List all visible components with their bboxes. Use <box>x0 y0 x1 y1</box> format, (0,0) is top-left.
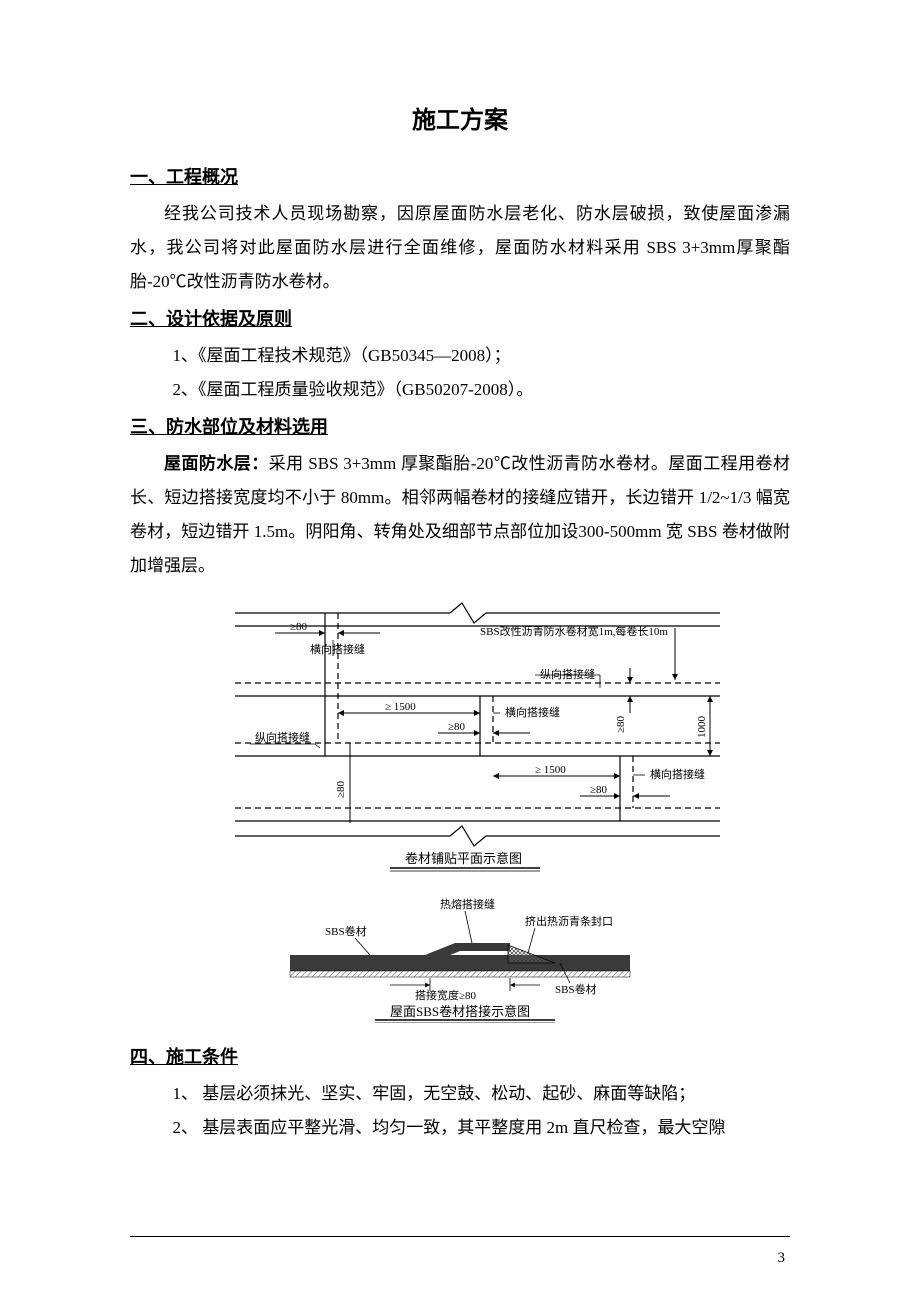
label-overlap-width: 搭接宽度≥80 <box>415 988 477 1002</box>
label-v-overlap-1: 纵向搭接缝 <box>540 667 595 681</box>
section-1-heading: 一、工程概况 <box>130 163 790 189</box>
label-h-overlap-1: 横向搭接缝 <box>310 642 365 656</box>
section-3-heading: 三、防水部位及材料选用 <box>130 413 790 439</box>
section-1-body: 经我公司技术人员现场勘察，因原屋面防水层老化、防水层破损，致使屋面渗漏水，我公司… <box>130 197 790 299</box>
section-4-heading: 四、施工条件 <box>130 1043 790 1069</box>
dim-ge1500-1: ≥ 1500 <box>385 701 416 713</box>
diagram-2-container: 热熔搭接缝 挤出热沥青条封口 SBS卷材 SBS卷材 搭接宽度≥80 屋面SBS… <box>130 893 790 1028</box>
overlap-diagram-svg: 热熔搭接缝 挤出热沥青条封口 SBS卷材 SBS卷材 搭接宽度≥80 屋面SBS… <box>260 893 660 1023</box>
section-4-item-2: 2、 基层表面应平整光滑、均匀一致，其平整度用 2m 直尺检查，最大空隙 <box>173 1111 791 1145</box>
label-h-overlap-2: 横向搭接缝 <box>505 705 560 719</box>
section-3-bold-prefix: 屋面防水层： <box>164 454 269 473</box>
diagram-1-caption: 卷材铺贴平面示意图 <box>405 851 522 866</box>
footer-rule <box>130 1236 790 1237</box>
dim-ge80-3: ≥80 <box>615 715 627 733</box>
label-extrude: 挤出热沥青条封口 <box>525 914 613 928</box>
label-sbs-left: SBS卷材 <box>325 924 367 938</box>
dim-1000: 1000 <box>696 716 708 739</box>
diagram-2-caption: 屋面SBS卷材搭接示意图 <box>390 1004 530 1019</box>
label-roll-spec: SBS改性沥青防水卷材宽1m,每卷长10m <box>480 624 668 638</box>
diagram-1-container: ≥80 横向搭接缝 SBS改性沥青防水卷材宽1m,每卷长10m 纵向搭接缝 ≥ … <box>130 598 790 878</box>
label-h-overlap-3: 横向搭接缝 <box>650 767 705 781</box>
dim-ge80-5: ≥80 <box>335 780 347 798</box>
dim-ge80-4: ≥80 <box>590 784 608 796</box>
label-hot-melt: 热熔搭接缝 <box>440 897 495 911</box>
dim-ge1500-2: ≥ 1500 <box>535 764 566 776</box>
section-3-body: 屋面防水层：采用 SBS 3+3mm 厚聚酯胎-20℃改性沥青防水卷材。屋面工程… <box>130 447 790 583</box>
plan-diagram-svg: ≥80 横向搭接缝 SBS改性沥青防水卷材宽1m,每卷长10m 纵向搭接缝 ≥ … <box>180 598 740 873</box>
page-title: 施工方案 <box>130 100 790 135</box>
dim-ge80-2: ≥80 <box>448 721 466 733</box>
dim-ge80-1: ≥80 <box>290 621 308 633</box>
label-sbs-right: SBS卷材 <box>555 982 597 996</box>
section-4-item-1: 1、 基层必须抹光、坚实、牢固，无空鼓、松动、起砂、麻面等缺陷； <box>173 1077 791 1111</box>
section-2-item-1: 1、《屋面工程技术规范》（GB50345—2008）； <box>173 339 791 373</box>
section-2-item-2: 2、《屋面工程质量验收规范》（GB50207-2008）。 <box>173 373 791 407</box>
section-2-heading: 二、设计依据及原则 <box>130 305 790 331</box>
label-v-overlap-2: 纵向搭接缝 <box>255 730 310 744</box>
page-number: 3 <box>778 1250 786 1267</box>
